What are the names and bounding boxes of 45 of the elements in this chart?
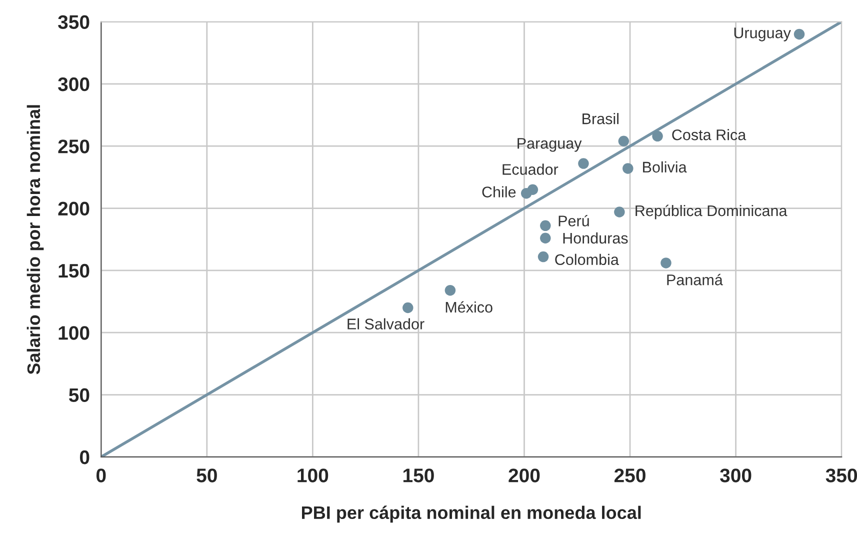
annotation: Bolivia (643, 161, 687, 173)
y-tick-label: 150 (58, 264, 90, 278)
x-tick-label: 50 (196, 468, 217, 482)
annotation: Uruguay (734, 28, 791, 42)
y-tick-label: 300 (58, 77, 90, 92)
y-axis-title: Salario medio por hora nominal (26, 105, 44, 374)
x-tick-label: 0 (96, 468, 106, 482)
x-tick-label: 100 (298, 468, 328, 482)
x-tick-label: 250 (614, 468, 646, 482)
annotation: Panamá (667, 274, 723, 286)
x-tick-label: 150 (403, 468, 434, 482)
annotation: Brasil (582, 113, 618, 124)
annotation: Costa Rica (672, 129, 746, 140)
annotation: Colombia (555, 254, 619, 266)
point (618, 136, 630, 147)
y-tick-label: 0 (80, 450, 90, 464)
point (540, 232, 551, 244)
point (538, 251, 549, 262)
point (614, 206, 625, 218)
point (444, 284, 456, 296)
y-tick-label: 50 (68, 388, 90, 402)
point (520, 188, 532, 199)
point (540, 220, 551, 232)
x-tick-label: 350 (826, 468, 857, 482)
point (794, 28, 805, 40)
y-tick-label: 100 (58, 326, 90, 340)
point (578, 158, 589, 169)
point (652, 130, 663, 142)
x-tick-label: 300 (720, 468, 752, 482)
point (622, 163, 634, 174)
annotation: Paraguay (518, 138, 582, 152)
x-tick-label: 200 (508, 468, 540, 482)
annotation: Honduras (563, 232, 628, 244)
annotation: Ecuador (502, 164, 558, 175)
y-tick-label: 200 (58, 202, 90, 216)
annotation: México (446, 301, 492, 313)
annotation: República Dominicana (636, 204, 788, 220)
annotation: Perú (558, 214, 589, 226)
y-tick-label: 250 (58, 140, 90, 154)
point (402, 302, 414, 314)
point (660, 258, 672, 268)
x-axis-title: PBI per cápita nominal en moneda local (302, 506, 641, 523)
annotation: Chile (482, 186, 516, 198)
y-tick-label: 350 (58, 15, 90, 30)
annotation: El Salvador (348, 318, 424, 330)
